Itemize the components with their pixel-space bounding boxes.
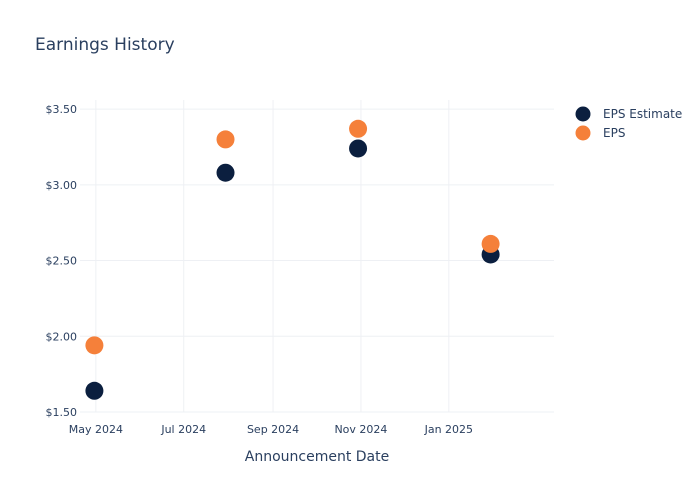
chart-title: Earnings History (35, 35, 175, 55)
x-tick-label: Sep 2024 (247, 423, 299, 436)
x-axis-title: Announcement Date (245, 449, 389, 465)
points-layer (85, 119, 500, 400)
ticks-layer: May 2024 Jul 2024 Sep 2024 Nov 2024 Jan 2025… (46, 103, 474, 436)
y-tick-label: $2.50 (46, 255, 78, 268)
eps-estimate-point[interactable] (216, 163, 235, 182)
grid-layer (80, 100, 554, 413)
legend-item[interactable]: EPS Estimate (575, 106, 683, 122)
x-tick-label: Jul 2024 (160, 423, 206, 436)
eps-estimate-point[interactable] (85, 381, 104, 400)
legend-item[interactable]: EPS (575, 125, 626, 141)
legend-label: EPS Estimate (603, 107, 682, 121)
legend[interactable]: EPS Estimate EPS (575, 106, 683, 141)
y-tick-label: $3.00 (46, 179, 78, 192)
eps-point[interactable] (481, 234, 500, 253)
legend-label: EPS (603, 126, 625, 140)
y-tick-label: $1.50 (46, 406, 78, 419)
eps-point[interactable] (349, 119, 368, 138)
eps-point[interactable] (85, 336, 104, 355)
eps-point[interactable] (216, 130, 235, 149)
y-tick-label: $3.50 (46, 103, 78, 116)
x-tick-label: Nov 2024 (334, 423, 387, 436)
y-tick-label: $2.00 (46, 330, 78, 343)
eps-estimate-point[interactable] (349, 139, 368, 158)
legend-marker (575, 106, 591, 122)
legend-marker (575, 125, 591, 141)
x-tick-label: Jan 2025 (424, 423, 473, 436)
x-tick-label: May 2024 (69, 423, 123, 436)
